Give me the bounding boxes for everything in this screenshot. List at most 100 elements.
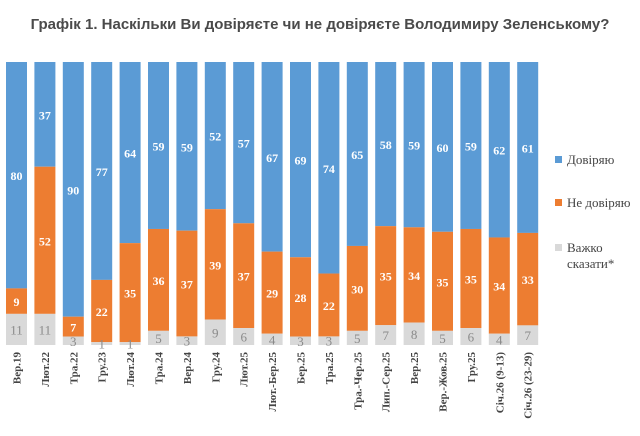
data-label: 35 — [124, 287, 136, 301]
x-tick-label: Лип.-Сер.25 — [381, 352, 393, 413]
bar-segment — [62, 316, 84, 337]
bar-segment — [375, 62, 397, 227]
bar-segment — [91, 279, 113, 343]
bar-segment — [34, 313, 56, 345]
data-label: 69 — [295, 154, 307, 168]
bar-segment — [204, 319, 226, 345]
data-label: 6 — [240, 330, 247, 345]
data-label: 3 — [70, 334, 77, 349]
data-label: 64 — [124, 147, 136, 161]
bar-segment — [290, 257, 311, 337]
bar-segment — [318, 336, 340, 345]
bar-segment — [517, 325, 539, 345]
data-label: 67 — [266, 151, 278, 165]
bar-segment — [261, 333, 283, 345]
bar-segment — [488, 237, 510, 334]
bar-segment — [119, 62, 141, 244]
bar-segment — [290, 62, 311, 258]
x-tick-label: Січ.26 (9-13) — [494, 352, 506, 414]
bar-segment — [34, 166, 56, 314]
data-label: 74 — [323, 162, 335, 176]
x-tick-label: Гру.24 — [210, 352, 222, 383]
data-label: 35 — [380, 270, 392, 284]
data-label: 77 — [96, 165, 108, 179]
data-label: 59 — [181, 140, 193, 154]
bar-segment — [375, 226, 397, 326]
bar-segment — [432, 62, 453, 232]
bar-segment — [261, 62, 283, 252]
data-label: 28 — [295, 291, 307, 305]
chart-title: Графік 1. Наскільки Ви довіряєте чи не д… — [30, 16, 610, 33]
x-tick-label: Тра.24 — [154, 352, 166, 385]
bar-segment — [346, 245, 368, 331]
data-label: 80 — [11, 169, 23, 183]
bar-segment — [148, 228, 169, 331]
x-tick-label: Лют.25 — [239, 352, 251, 387]
data-label: 22 — [323, 299, 335, 313]
data-label: 52 — [39, 234, 51, 248]
x-tick-label: Лют.-Бер.25 — [267, 352, 279, 412]
bar-segment — [62, 336, 84, 345]
bar-segment — [6, 62, 27, 289]
x-tick-label: Вер.-Жов.25 — [438, 352, 450, 412]
data-label: 61 — [522, 141, 534, 155]
bar-segment — [204, 209, 226, 320]
data-label: 4 — [269, 332, 276, 347]
bar-segment — [517, 62, 539, 233]
data-label: 11 — [39, 322, 52, 337]
bar-segment — [176, 62, 198, 231]
x-tick-label: Бер.25 — [296, 352, 308, 385]
x-tick-label: Лют.24 — [125, 352, 137, 387]
bar-segment — [460, 228, 482, 329]
x-tick-label: Тра.-Чер.25 — [352, 352, 364, 410]
bar-segment — [403, 62, 425, 228]
bar-segment — [148, 330, 169, 345]
data-label: 60 — [437, 141, 449, 155]
x-tick-label: Гру.23 — [97, 352, 109, 383]
bar-segment — [91, 342, 113, 345]
data-label: 35 — [437, 275, 449, 289]
bar-segment — [488, 62, 510, 238]
bar-segment — [91, 62, 113, 280]
bar-segment — [460, 328, 482, 345]
data-label: 35 — [465, 272, 477, 286]
bar-segment — [318, 273, 340, 337]
data-label: 37 — [181, 278, 193, 292]
bar-segment — [346, 62, 368, 246]
x-tick-label: Вер.25 — [409, 352, 421, 385]
data-label: 9 — [14, 295, 20, 309]
data-label: 3 — [326, 334, 333, 349]
bar-segment — [233, 223, 255, 329]
bar-segment — [6, 288, 27, 314]
legend-swatch — [555, 199, 562, 206]
data-label: 4 — [496, 332, 503, 347]
data-label: 59 — [465, 139, 477, 153]
legend-label: Важко — [567, 240, 603, 255]
data-label: 1 — [127, 337, 134, 352]
bar-segment — [403, 227, 425, 323]
x-tick-label: Гру.25 — [466, 352, 478, 383]
data-label: 7 — [524, 328, 531, 343]
bar-segment — [6, 313, 27, 345]
data-label: 59 — [153, 139, 165, 153]
bar-segment — [176, 230, 198, 337]
x-tick-label: Тра.22 — [68, 352, 80, 385]
data-label: 57 — [238, 137, 250, 151]
data-label: 7 — [382, 328, 389, 343]
data-label: 29 — [266, 287, 278, 301]
data-label: 5 — [155, 331, 162, 346]
data-label: 34 — [493, 280, 505, 294]
data-label: 39 — [209, 258, 221, 272]
data-label: 8 — [411, 327, 418, 342]
bar-segment — [148, 62, 169, 229]
x-tick-label: Вер.24 — [182, 352, 194, 385]
bar-segment — [176, 336, 198, 345]
bar-segment — [233, 328, 255, 345]
data-label: 3 — [184, 334, 191, 349]
data-label: 65 — [351, 148, 363, 162]
bar-segment — [432, 231, 453, 331]
data-label: 6 — [468, 330, 475, 345]
bar-segment — [119, 342, 141, 345]
bar-segment — [488, 333, 510, 345]
data-label: 37 — [238, 270, 250, 284]
